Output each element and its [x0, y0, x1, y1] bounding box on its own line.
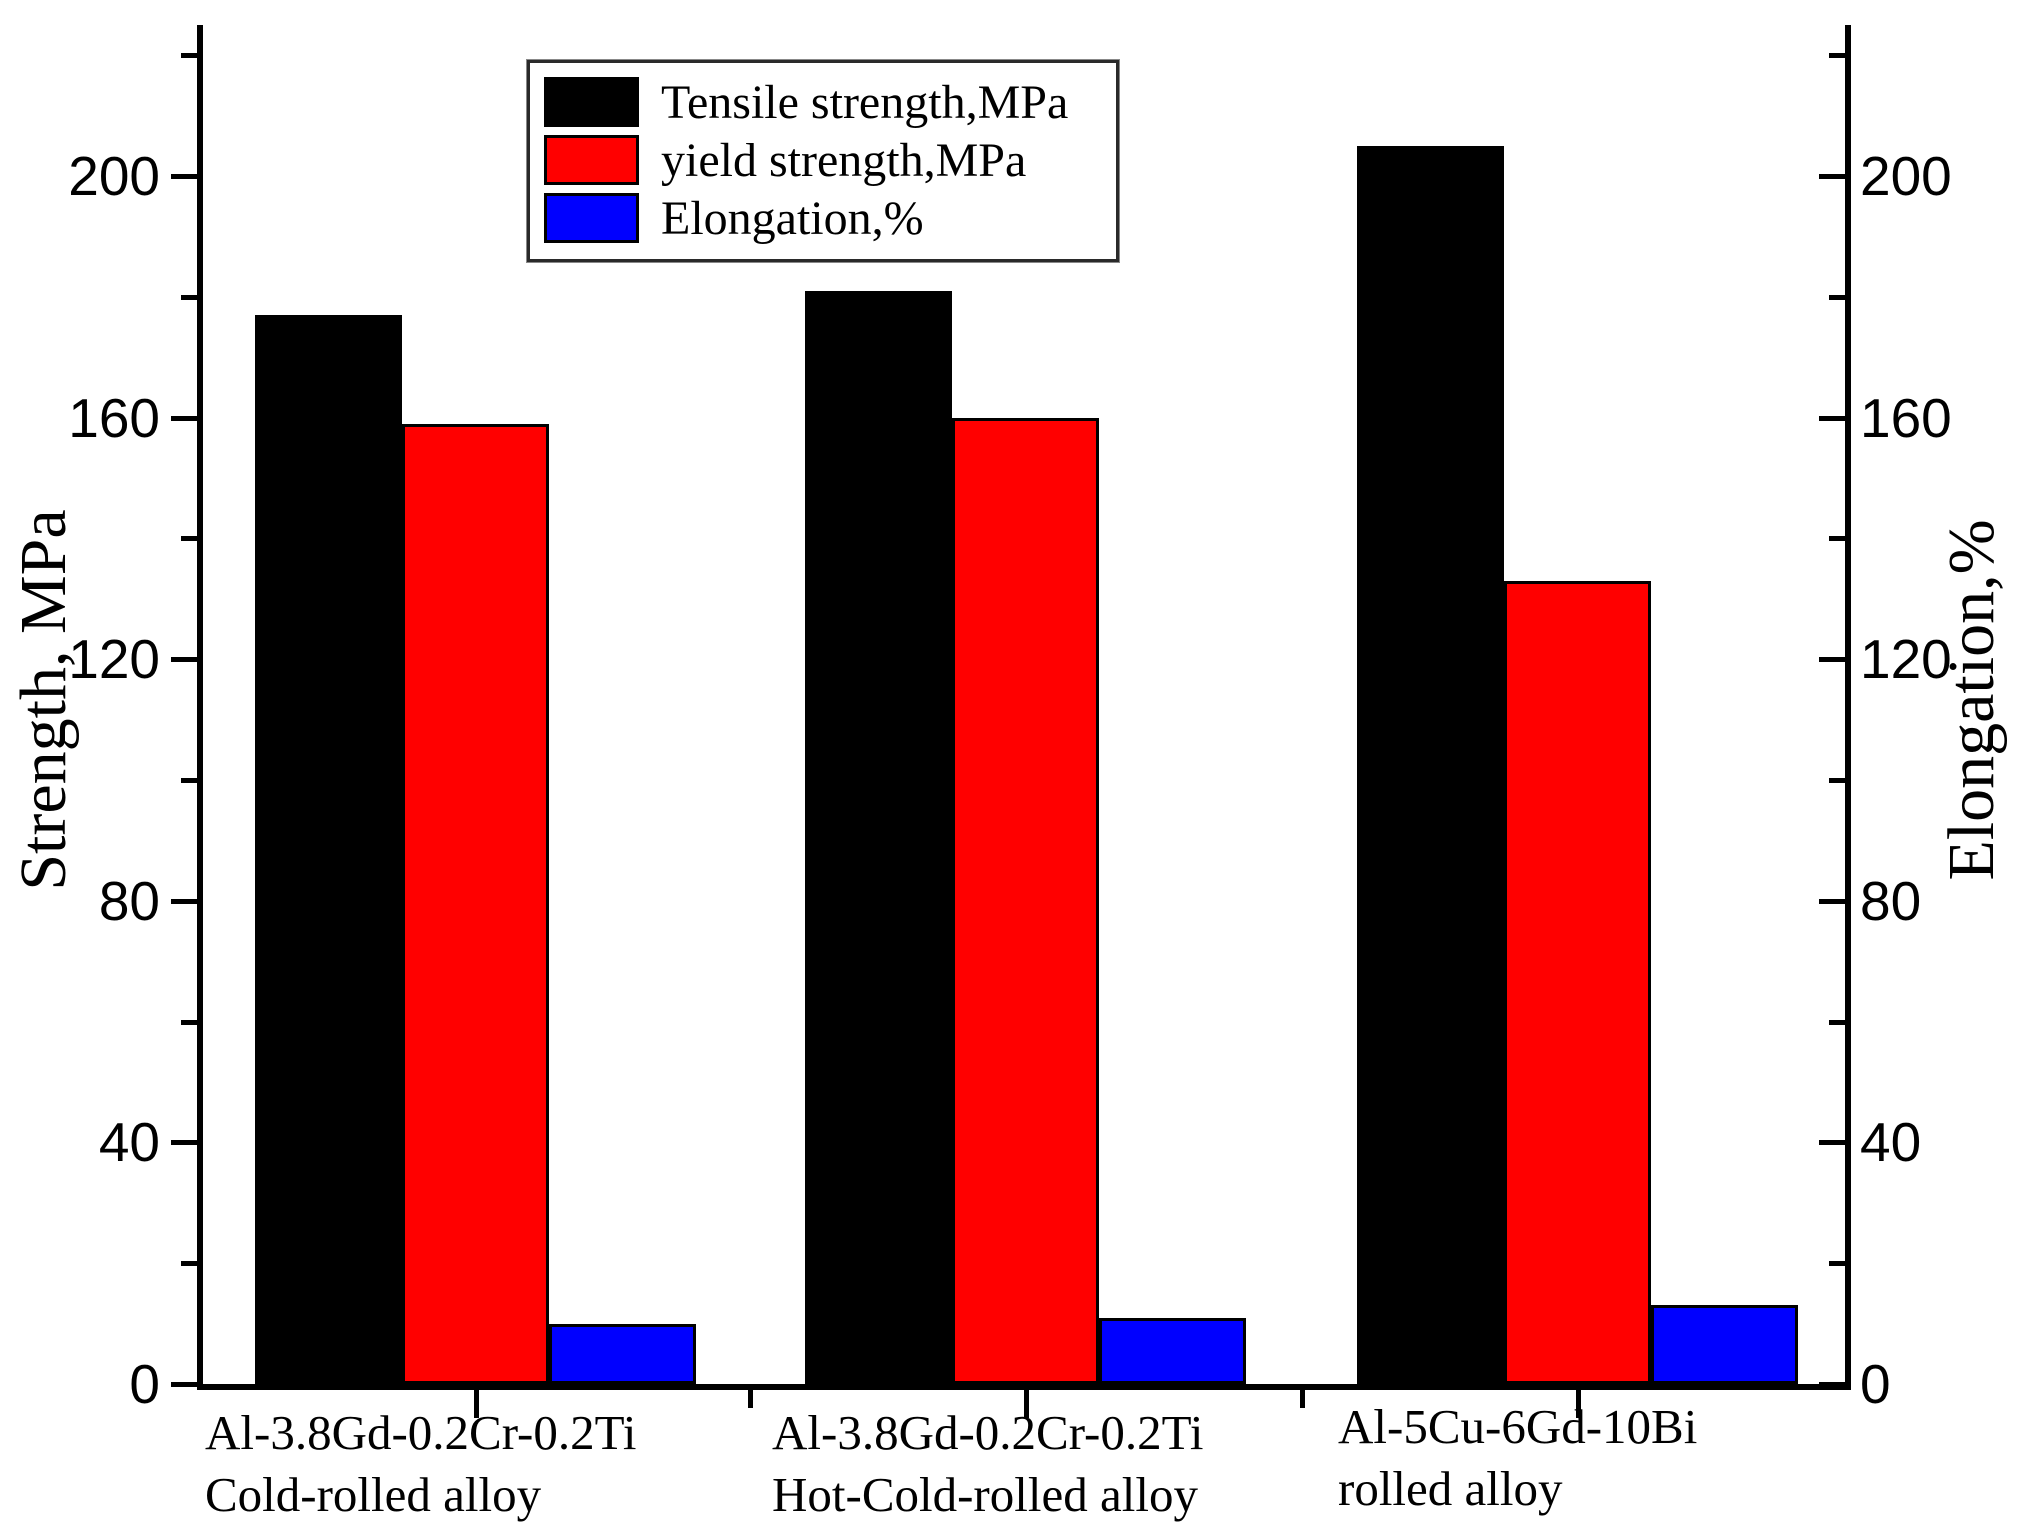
major-tick-left-axis: [171, 415, 197, 421]
major-tick-left-axis: [171, 1140, 197, 1146]
category-label-line1: Al-5Cu-6Gd-10Bi: [1338, 1399, 1698, 1454]
bar-tensile-strength-mpa: [255, 315, 402, 1384]
y-tick-label-right: 120: [1860, 628, 1952, 691]
bar-tensile-strength-mpa: [805, 291, 952, 1384]
bar-yield-strength-mpa: [402, 424, 549, 1384]
legend-swatch-elongation: [544, 193, 639, 243]
category-label-line1: Al-3.8Gd-0.2Cr-0.2Ti: [772, 1405, 1204, 1460]
major-tick-right-axis: [1819, 174, 1845, 179]
legend-swatch-tensile-strength-mpa: [544, 77, 639, 127]
right-y-axis-line: [1845, 25, 1851, 1390]
bar-elongation: [1651, 1305, 1798, 1384]
major-tick-right-axis: [1819, 898, 1845, 904]
minor-tick-left-axis: [181, 1019, 197, 1025]
y-tick-label-left: 200: [68, 145, 160, 207]
y-tick-label-right: 40: [1860, 1111, 1922, 1174]
legend: Tensile strength,MPa yield strength,MPa El…: [526, 59, 1120, 263]
left-y-axis-line: [197, 25, 203, 1390]
major-tick-right-axis: [1819, 415, 1845, 421]
y-tick-label-right: 200: [1860, 145, 1952, 207]
legend-item: Tensile strength,MPa: [544, 73, 1102, 131]
plot-area: [203, 25, 1845, 1384]
category-label: Al-5Cu-6Gd-10Bi rolled alloy: [1338, 1396, 1697, 1520]
minor-tick-right-axis: [1829, 778, 1845, 783]
major-tick-left-axis: [171, 657, 197, 663]
minor-tick-right-axis: [1829, 294, 1845, 300]
bar-tensile-strength-mpa: [1357, 146, 1504, 1384]
right-axis-title: Elongation,%: [1935, 519, 2008, 881]
y-tick-label-left: 120: [68, 628, 160, 691]
minor-tick-left-axis: [181, 778, 197, 783]
minor-tick-right-axis: [1829, 536, 1845, 542]
left-axis-title: Strength, MPa: [7, 509, 80, 891]
minor-tick-left-axis: [181, 1261, 197, 1267]
minor-tick-right-axis: [1829, 1261, 1845, 1267]
minor-tick-x-axis: [1300, 1390, 1305, 1408]
major-tick-left-axis: [171, 174, 197, 179]
x-axis-line: [197, 1384, 1851, 1390]
legend-label: Tensile strength,MPa: [661, 75, 1069, 129]
bar-yield-strength-mpa: [1504, 581, 1651, 1384]
legend-label: Elongation,%: [661, 191, 924, 245]
y-tick-label-right: 0: [1860, 1353, 1891, 1415]
y-tick-label-left: 80: [98, 869, 160, 932]
major-tick-left-axis: [171, 1382, 197, 1387]
y-tick-label-left: 160: [68, 386, 160, 449]
bar-yield-strength-mpa: [952, 418, 1099, 1384]
legend-swatch-yield-strength-mpa: [544, 135, 639, 185]
category-label: Al-3.8Gd-0.2Cr-0.2Ti Hot-Cold-rolled allo…: [772, 1402, 1203, 1526]
category-label-line2: Hot-Cold-rolled alloy: [772, 1467, 1198, 1522]
minor-tick-left-axis: [181, 53, 197, 59]
minor-tick-right-axis: [1829, 1019, 1845, 1025]
legend-item: Elongation,%: [544, 189, 1102, 247]
major-tick-right-axis: [1819, 657, 1845, 663]
major-tick-x-axis: [1575, 1390, 1581, 1418]
major-tick-right-axis: [1819, 1382, 1845, 1387]
y-tick-label-right: 80: [1860, 869, 1922, 932]
bar-elongation: [549, 1324, 696, 1384]
minor-tick-right-axis: [1829, 53, 1845, 59]
category-label-line2: rolled alloy: [1338, 1461, 1563, 1516]
minor-tick-left-axis: [181, 536, 197, 542]
category-label-line2: Cold-rolled alloy: [205, 1467, 542, 1522]
major-tick-x-axis: [1023, 1390, 1029, 1418]
y-tick-label-left: 40: [98, 1111, 160, 1174]
y-tick-label-left: 0: [129, 1353, 160, 1415]
major-tick-right-axis: [1819, 1140, 1845, 1146]
legend-label: yield strength,MPa: [661, 133, 1027, 187]
legend-item: yield strength,MPa: [544, 131, 1102, 189]
major-tick-left-axis: [171, 898, 197, 904]
major-tick-x-axis: [473, 1390, 479, 1418]
minor-tick-left-axis: [181, 294, 197, 300]
bar-elongation: [1099, 1318, 1246, 1384]
y-tick-label-right: 160: [1860, 386, 1952, 449]
category-label: Al-3.8Gd-0.2Cr-0.2Ti Cold-rolled alloy: [205, 1402, 636, 1526]
minor-tick-x-axis: [748, 1390, 753, 1408]
category-label-line1: Al-3.8Gd-0.2Cr-0.2Ti: [205, 1405, 637, 1460]
